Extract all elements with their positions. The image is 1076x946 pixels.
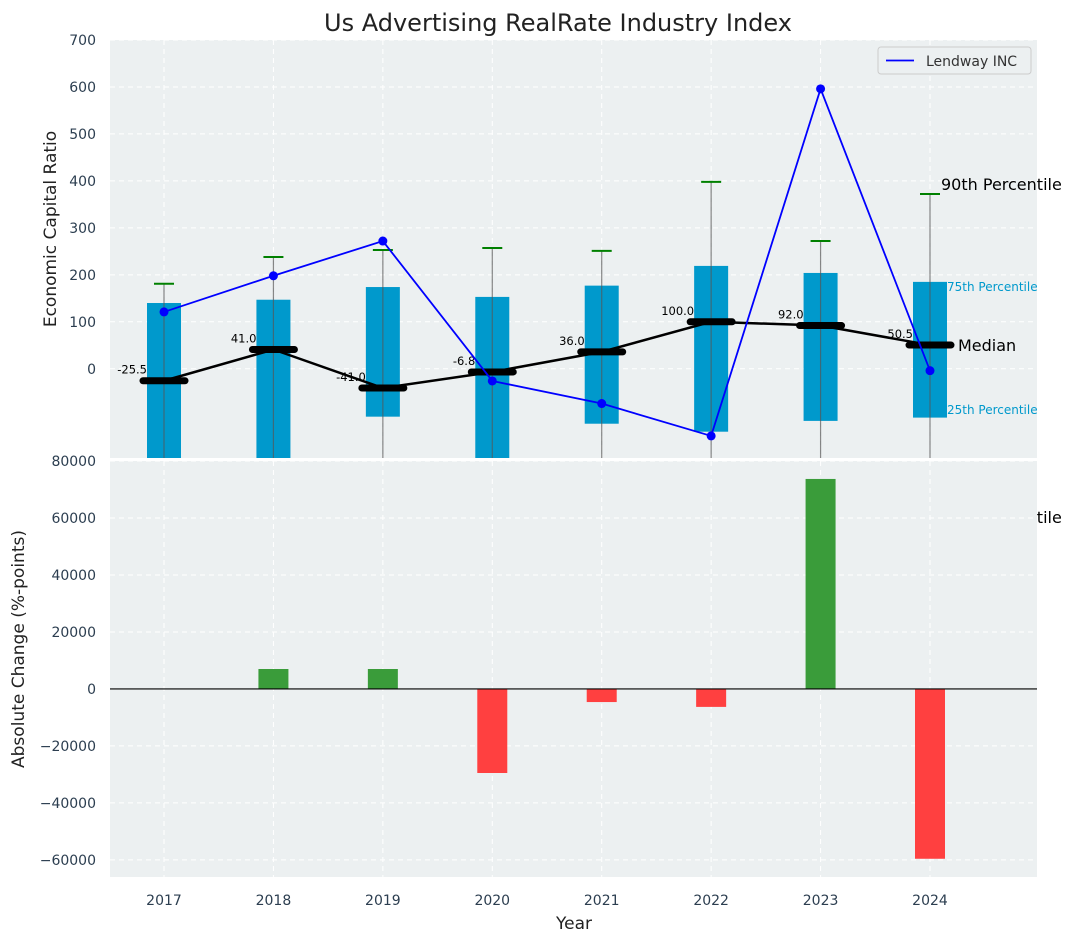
xtick-label: 2020 — [474, 893, 510, 909]
median-label: 92.0 — [778, 308, 804, 322]
bottom-ytick-label: −40000 — [40, 796, 96, 812]
top-plot-area — [110, 40, 1037, 458]
change-bar-2020 — [477, 688, 508, 773]
legend: Lendway INC — [877, 46, 1032, 75]
lendway-point-2023 — [816, 84, 826, 94]
xtick-label: 2023 — [803, 893, 839, 909]
change-bar-2021 — [586, 688, 617, 703]
top-ytick-label: 0 — [87, 362, 96, 378]
median-label: 41.0 — [231, 332, 257, 346]
legend-label: Lendway INC — [926, 54, 1017, 70]
top-ytick-label: 400 — [69, 174, 96, 190]
top-ytick-label: 100 — [69, 315, 96, 331]
legend-box — [877, 46, 1032, 75]
lendway-point-2021 — [597, 399, 607, 409]
bottom-plot-content — [258, 478, 945, 859]
xtick-label: 2021 — [584, 893, 620, 909]
lendway-point-2018 — [268, 271, 278, 281]
top-ytick-label: 200 — [69, 268, 96, 284]
xtick-label: 2018 — [256, 893, 292, 909]
change-bar-2023 — [805, 478, 836, 689]
xtick-label: 2017 — [146, 893, 182, 909]
bottom-ytick-label: 20000 — [51, 625, 96, 641]
top-ytick-label: 300 — [69, 221, 96, 237]
annotation-75th: 75th Percentile — [947, 280, 1038, 294]
lendway-line — [163, 86, 931, 438]
top-ytick-label: 600 — [69, 80, 96, 96]
median-label: -6.8 — [453, 354, 475, 368]
bottom-ylabel: Absolute Change (%-points) — [9, 530, 29, 768]
bottom-ytick-label: 60000 — [51, 511, 96, 527]
median-label: -25.5 — [117, 363, 147, 377]
xtick-label: 2024 — [912, 893, 948, 909]
xtick-label: 2022 — [693, 893, 729, 909]
change-bar-2024 — [915, 688, 945, 859]
median-label: 100.0 — [661, 304, 694, 318]
top-ytick-label: 500 — [69, 127, 96, 143]
bottom-plot-area — [110, 461, 1037, 877]
change-bar-2022 — [696, 688, 727, 707]
lendway-point-2022 — [706, 431, 716, 441]
bottom-ytick-label: −60000 — [40, 853, 96, 869]
chart-title: Us Advertising RealRate Industry Index — [324, 9, 792, 37]
bottom-ytick-label: 0 — [87, 682, 96, 698]
bottom-ytick-label: 80000 — [51, 454, 96, 470]
annotation-90th: 90th Percentile — [941, 175, 1062, 194]
annotation-median: Median — [958, 336, 1016, 355]
lendway-point-2019 — [378, 236, 388, 246]
top-plot-content: -25.5 41.0 -41.0 -6.8 36.0 100.0 92.0 50.5 — [117, 84, 955, 458]
lendway-point-2024 — [925, 366, 935, 376]
change-bar-2018 — [258, 669, 289, 689]
top-ylabel: Economic Capital Ratio — [41, 131, 61, 327]
bottom-ytick-label: −20000 — [40, 739, 96, 755]
xlabel: Year — [555, 914, 592, 934]
lendway-point-2017 — [159, 307, 169, 317]
lendway-point-2020 — [487, 376, 497, 386]
xtick-label: 2019 — [365, 893, 401, 909]
bottom-ytick-label: 40000 — [51, 568, 96, 584]
median-label: -41.0 — [336, 370, 366, 384]
annotation-25th: 25th Percentile — [947, 403, 1038, 417]
change-bar-2019 — [367, 669, 398, 689]
top-ytick-label: 700 — [69, 33, 96, 49]
median-label: 50.5 — [887, 327, 913, 341]
median-label: 36.0 — [559, 334, 585, 348]
